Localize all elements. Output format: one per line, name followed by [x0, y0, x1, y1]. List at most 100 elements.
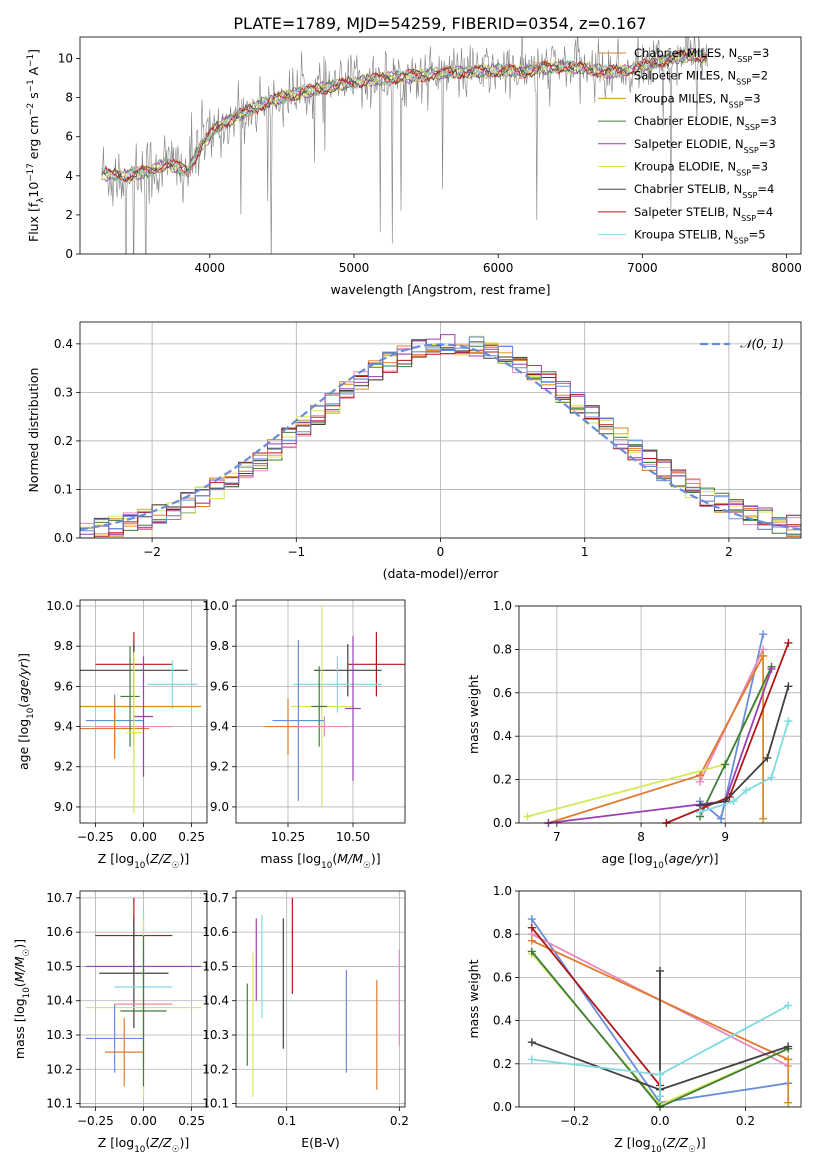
- series-point-marker: [784, 1001, 793, 1010]
- y-tick-label: 9.2: [210, 760, 229, 774]
- spectrum-panel: 4000 5000 6000 7000 8000 0 2 4 6 8 10 wavelength [A…: [26, 36, 802, 297]
- series-point-marker: [721, 760, 730, 769]
- series-point-marker: [767, 664, 776, 673]
- x-tick-label: 0.1: [277, 1114, 296, 1128]
- series-line-chabrier-elodie: [531, 950, 789, 1107]
- model-fit-line-kroupa-elodie: [101, 48, 708, 183]
- y-tick-label: 0.4: [493, 1014, 512, 1028]
- x-tick-label: 7: [553, 830, 561, 844]
- y-tick-label: 9.8: [210, 639, 229, 653]
- y-tick-label: 10.1: [202, 1097, 229, 1111]
- y-tick-label: 0.2: [54, 434, 73, 448]
- y-tick-label: 10.3: [46, 1028, 73, 1042]
- y-tick-label: 9.4: [210, 720, 229, 734]
- x-tick-label: −0.25: [77, 830, 114, 844]
- series-point-marker: [759, 651, 768, 660]
- y-tick-label: 10.7: [46, 891, 73, 905]
- x-tick-label: 0.00: [130, 830, 157, 844]
- x-tick-label: 10.50: [336, 830, 370, 844]
- y-axis-label: age [log10(age/yr)]: [16, 653, 36, 770]
- y-tick-label: 0.1: [54, 482, 73, 496]
- y-tick-label: 9.2: [54, 760, 73, 774]
- series-point-marker: [729, 797, 738, 806]
- y-tick-label: 9.0: [54, 800, 73, 814]
- series-point-marker: [767, 773, 776, 782]
- series-point-marker: [656, 1070, 664, 1079]
- y-tick-label: 10.2: [46, 1062, 73, 1076]
- series-point-marker: [656, 1092, 664, 1101]
- axes-frame: [235, 599, 406, 824]
- x-axis-label: Z [log10(Z/Z☉)]: [98, 1135, 189, 1155]
- normal-distribution-curve: [80, 343, 801, 531]
- series-point-marker: [784, 1042, 793, 1051]
- series-point-marker: [742, 786, 751, 795]
- series-point-marker: [717, 814, 726, 823]
- x-tick-label: 0.0: [650, 1114, 669, 1128]
- x-tick-label: 0.2: [736, 1114, 755, 1128]
- y-tick-label: 4: [65, 169, 73, 183]
- y-tick-label: 10.6: [202, 925, 229, 939]
- legend-label: Kroupa STELIB, NSSP=5: [634, 228, 766, 246]
- axes-frame: [79, 36, 802, 255]
- x-tick-label: 6000: [483, 261, 514, 275]
- x-tick-label: 0.00: [130, 1114, 157, 1128]
- mass-vs-ebv-panel: 0.1 0.2 10.1 10.2 10.3 10.4 10.5 10.6 10.7 E(B-V): [202, 890, 409, 1150]
- x-tick-label: −0.25: [77, 1114, 114, 1128]
- figure-title: PLATE=1789, MJD=54259, FIBERID=0354, z=0…: [233, 14, 646, 33]
- x-tick-label: 0.25: [178, 830, 205, 844]
- y-tick-label: 10.5: [46, 959, 73, 973]
- series-point-marker: [527, 947, 536, 956]
- histogram-step-blue-model: [80, 336, 801, 536]
- y-axis-label: Flux [fλ10−17 erg cm−2 s−1 A−1]: [26, 49, 46, 242]
- series-line-chabrier-stelib: [699, 686, 790, 807]
- y-tick-label: 10.3: [202, 1028, 229, 1042]
- x-tick-label: 8000: [771, 261, 802, 275]
- series-point-marker: [523, 812, 532, 821]
- axes-frame: [79, 890, 208, 1108]
- series-point-marker: [527, 923, 536, 932]
- legend-label: 𝒩(0, 1): [740, 337, 784, 351]
- series-point-marker: [759, 630, 768, 639]
- y-tick-label: 8: [65, 91, 73, 105]
- x-tick-label: −1: [287, 545, 305, 559]
- series-point-marker: [527, 936, 536, 945]
- series-point-marker: [759, 814, 768, 823]
- y-tick-label: 6: [65, 130, 73, 144]
- y-axis-label: mass [log10(M/M☉)]: [12, 939, 32, 1059]
- series-point-marker: [784, 682, 793, 691]
- observed-spectrum-line: [101, 37, 708, 254]
- legend-label: Salpeter STELIB, NSSP=4: [634, 205, 773, 223]
- y-tick-label: 2: [65, 208, 73, 222]
- y-tick-label: 9.0: [210, 800, 229, 814]
- y-tick-label: 9.4: [54, 720, 73, 734]
- legend-label: Chabrier ELODIE, NSSP=3: [634, 114, 777, 132]
- massweight-vs-age-panel: 7 8 9 0.0 0.2 0.4 0.6 0.8 1.0 age [log10(age/yr)]…: [466, 599, 802, 871]
- x-tick-label: 2: [725, 545, 733, 559]
- y-tick-label: 1.0: [493, 599, 512, 613]
- x-tick-label: 5000: [339, 261, 370, 275]
- age-vs-metallicity-panel: −0.25 0.00 0.25 9.0 9.2 9.4 9.6 9.8 10.0 Z [log10…: [16, 599, 208, 871]
- y-tick-label: 0.6: [493, 686, 512, 700]
- series-line-chabrier-elodie: [699, 666, 773, 817]
- series-point-marker: [763, 753, 772, 762]
- series-point-marker: [656, 966, 664, 975]
- x-tick-label: 9: [721, 830, 729, 844]
- series-point-marker: [527, 1038, 536, 1047]
- histogram-step-salpeter-elodie: [80, 334, 801, 535]
- x-tick-label: 0.2: [390, 1114, 409, 1128]
- legend-label: Kroupa ELODIE, NSSP=3: [634, 160, 768, 178]
- series-point-marker: [695, 808, 704, 817]
- axes-frame: [79, 321, 802, 539]
- x-tick-label: −0.2: [560, 1114, 589, 1128]
- legend-label: Kroupa MILES, NSSP=3: [634, 91, 761, 109]
- y-tick-label: 10.4: [46, 994, 73, 1008]
- y-tick-label: 10.0: [202, 599, 229, 613]
- y-tick-label: 10.2: [202, 1062, 229, 1076]
- y-tick-label: 0.2: [493, 773, 512, 787]
- y-tick-label: 0.8: [493, 927, 512, 941]
- y-tick-label: 0.4: [493, 729, 512, 743]
- y-axis-label: Normed distribution: [26, 368, 41, 493]
- y-tick-label: 0.4: [54, 337, 73, 351]
- x-tick-label: 10.25: [271, 830, 305, 844]
- axes-frame: [79, 599, 208, 824]
